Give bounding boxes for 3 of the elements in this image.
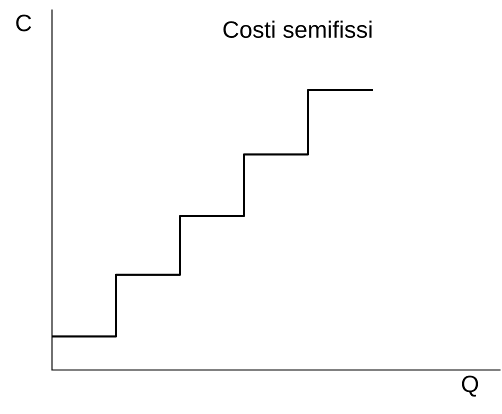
chart-title: Costi semifissi [223, 20, 372, 38]
x-axis-title: Q [462, 376, 478, 397]
y-axis-title: C [16, 14, 32, 32]
